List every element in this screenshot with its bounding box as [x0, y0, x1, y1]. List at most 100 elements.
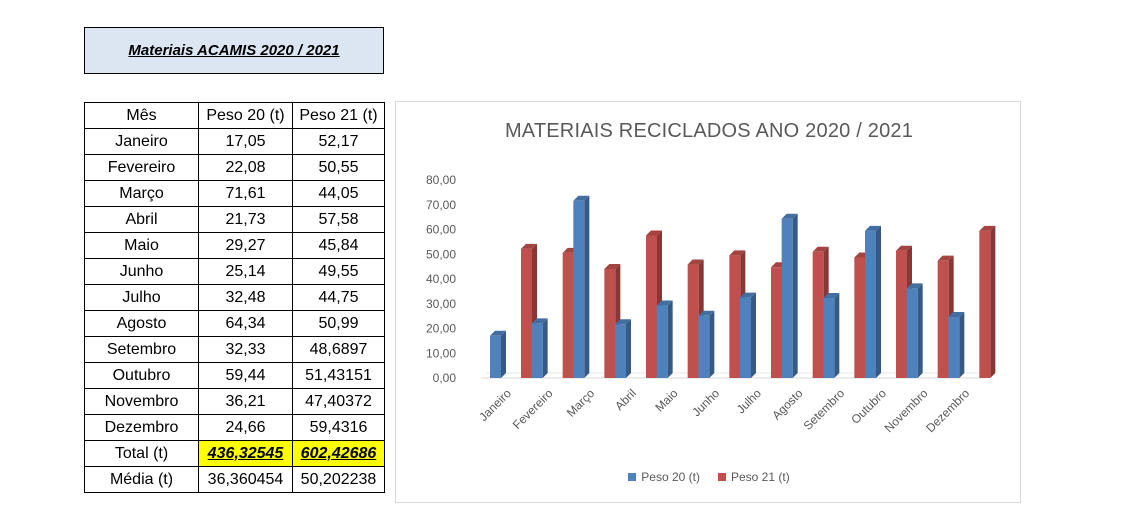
peso21-cell[interactable]: 50,55 [292, 154, 385, 181]
table-row: Outubro 59,44 51,43151 [84, 362, 385, 389]
month-cell[interactable]: Janeiro [84, 128, 199, 155]
peso20-cell[interactable]: 32,33 [198, 336, 293, 363]
x-tick-label: Março [564, 386, 598, 420]
peso21-cell[interactable]: 52,17 [292, 128, 385, 155]
bar-top-peso20 [823, 292, 840, 298]
bar-top-peso21 [646, 230, 662, 236]
month-cell[interactable]: Outubro [84, 362, 199, 389]
chart-legend: Peso 20 (t) Peso 21 (t) [396, 470, 1022, 484]
month-cell[interactable]: Junho [84, 258, 199, 285]
media-label[interactable]: Média (t) [84, 466, 199, 493]
header-peso21[interactable]: Peso 21 (t) [292, 102, 385, 129]
bar-peso21 [687, 264, 699, 378]
bar-peso21 [521, 248, 532, 378]
bar-side-peso21 [990, 225, 996, 378]
month-cell[interactable]: Fevereiro [84, 154, 199, 181]
y-tick-label: 60,00 [426, 223, 456, 237]
y-tick-label: 50,00 [426, 247, 456, 261]
peso21-cell[interactable]: 44,05 [292, 180, 385, 207]
x-tick-label: Novembro [882, 386, 931, 435]
media-peso21[interactable]: 50,202238 [292, 466, 385, 493]
bar-side-peso20 [584, 195, 590, 378]
table-row: Junho 25,14 49,55 [84, 258, 385, 285]
peso21-cell[interactable]: 59,4316 [292, 414, 385, 441]
peso20-cell[interactable]: 24,66 [198, 414, 293, 441]
peso21-cell[interactable]: 57,58 [292, 206, 385, 233]
bar-side-peso20 [917, 283, 923, 378]
peso20-cell[interactable]: 17,05 [198, 128, 293, 155]
peso21-cell[interactable]: 50,99 [292, 310, 385, 337]
month-cell[interactable]: Julho [84, 284, 199, 311]
y-tick-label: 80,00 [426, 173, 456, 187]
total-peso20[interactable]: 436,32545 [198, 440, 293, 467]
bar-top-peso20 [948, 311, 965, 317]
legend-swatch-peso20 [628, 473, 637, 481]
peso21-cell[interactable]: 45,84 [292, 232, 385, 259]
peso20-cell[interactable]: 64,34 [198, 310, 293, 337]
bar-side-peso20 [626, 319, 631, 378]
bar-peso20 [615, 324, 626, 378]
bar-peso21 [771, 267, 782, 378]
bar-side-peso20 [959, 311, 965, 378]
chart-container[interactable]: MATERIAIS RECICLADOS ANO 2020 / 2021 0,0… [395, 101, 1021, 503]
peso20-cell[interactable]: 29,27 [198, 232, 293, 259]
x-tick-label: Julho [734, 386, 764, 416]
table-row: Março 71,61 44,05 [84, 180, 385, 207]
bar-peso20 [656, 305, 668, 378]
month-cell[interactable]: Dezembro [84, 414, 199, 441]
header-month[interactable]: Mês [84, 102, 199, 129]
bar-top-peso21 [604, 263, 621, 269]
media-row: Média (t) 36,360454 50,202238 [84, 466, 385, 493]
month-cell[interactable]: Março [84, 180, 199, 207]
peso21-cell[interactable]: 48,6897 [292, 336, 385, 363]
sheet-title-box: Materiais ACAMIS 2020 / 2021 [84, 27, 384, 74]
data-table: Mês Peso 20 (t) Peso 21 (t) Janeiro 17,05… [84, 102, 385, 493]
total-peso21[interactable]: 602,42686 [292, 440, 385, 467]
y-tick-label: 10,00 [426, 346, 456, 360]
peso21-cell[interactable]: 44,75 [292, 284, 385, 311]
bar-chart: 0,00 10,00 20,00 30,00 40,00 50,00 60,00 70,00 8… [426, 173, 996, 435]
bar-top-peso21 [521, 243, 537, 249]
peso20-cell[interactable]: 22,08 [198, 154, 293, 181]
header-peso20[interactable]: Peso 20 (t) [198, 102, 293, 129]
x-tick-label: Abril [612, 386, 639, 413]
bar-peso20 [865, 230, 876, 378]
bar-peso20 [698, 315, 710, 378]
y-tick-label: 0,00 [433, 371, 457, 385]
month-cell[interactable]: Maio [84, 232, 199, 259]
month-cell[interactable]: Novembro [84, 388, 199, 415]
table-row: Janeiro 17,05 52,17 [84, 128, 385, 155]
peso21-cell[interactable]: 51,43151 [292, 362, 385, 389]
bar-peso20 [948, 316, 960, 378]
bar-top-peso20 [531, 318, 548, 324]
peso21-cell[interactable]: 49,55 [292, 258, 385, 285]
peso20-cell[interactable]: 71,61 [198, 180, 293, 207]
bar-peso21 [854, 257, 866, 378]
peso20-cell[interactable]: 36,21 [198, 388, 293, 415]
peso20-cell[interactable]: 25,14 [198, 258, 293, 285]
month-cell[interactable]: Agosto [84, 310, 199, 337]
month-cell[interactable]: Abril [84, 206, 199, 233]
bar-peso21 [979, 230, 991, 378]
bar-side-peso20 [709, 310, 715, 378]
legend-label-peso21: Peso 21 (t) [731, 470, 790, 484]
bar-top-peso21 [896, 245, 912, 251]
table-row: Agosto 64,34 50,99 [84, 310, 385, 337]
bar-top-peso21 [937, 255, 954, 261]
bar-top-peso20 [615, 319, 631, 325]
legend-swatch-peso21 [718, 473, 726, 481]
bar-top-peso20 [573, 195, 590, 201]
peso20-cell[interactable]: 32,48 [198, 284, 293, 311]
total-label[interactable]: Total (t) [84, 440, 199, 467]
bar-side-peso20 [876, 225, 881, 378]
peso21-cell[interactable]: 47,40372 [292, 388, 385, 415]
chart-title: MATERIAIS RECICLADOS ANO 2020 / 2021 [504, 120, 914, 142]
month-cell[interactable]: Setembro [84, 336, 199, 363]
table-row: Fevereiro 22,08 50,55 [84, 154, 385, 181]
peso20-cell[interactable]: 59,44 [198, 362, 293, 389]
bar-top-peso20 [698, 310, 715, 316]
media-peso20[interactable]: 36,360454 [198, 466, 293, 493]
peso20-cell[interactable]: 21,73 [198, 206, 293, 233]
bar-peso20 [531, 323, 543, 378]
bar-side-peso20 [834, 292, 840, 378]
